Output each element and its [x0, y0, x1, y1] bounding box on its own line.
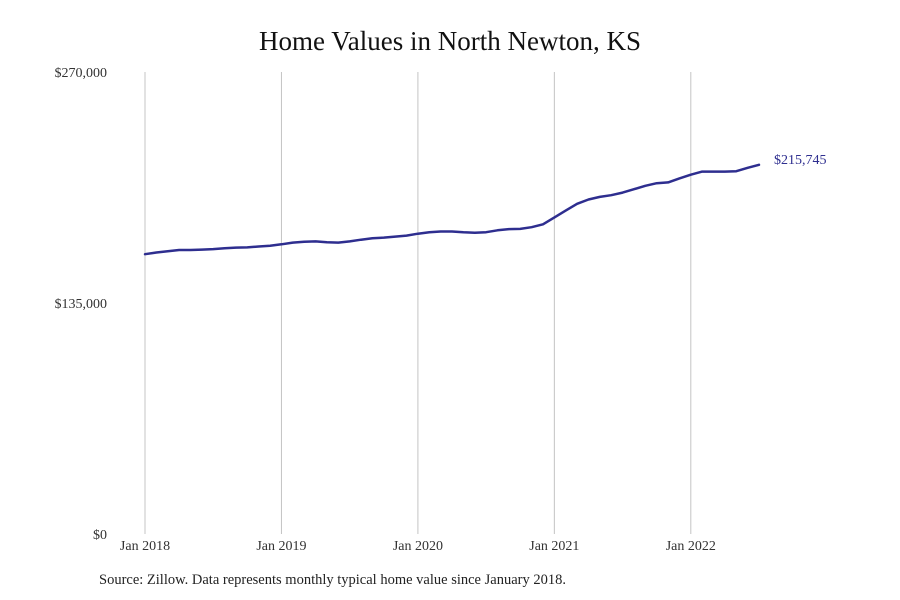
x-tick-label: Jan 2020	[393, 539, 443, 554]
x-tick-label: Jan 2018	[120, 539, 170, 554]
y-tick-label: $270,000	[55, 66, 108, 81]
x-tick-labels: Jan 2018 Jan 2019 Jan 2020 Jan 2021 Jan 2022	[120, 539, 716, 554]
chart-title: Home Values in North Newton, KS	[259, 26, 641, 56]
y-tick-labels: $0 $135,000 $270,000	[55, 66, 108, 543]
end-value-label: $215,745	[774, 153, 827, 168]
x-gridlines	[144, 72, 692, 534]
source-note: Source: Zillow. Data represents monthly …	[99, 572, 566, 588]
x-tick-label: Jan 2021	[529, 539, 579, 554]
x-tick-label: Jan 2022	[666, 539, 716, 554]
series-line	[143, 163, 761, 256]
y-tick-label: $0	[93, 528, 107, 543]
x-tick-label: Jan 2019	[256, 539, 306, 554]
y-tick-label: $135,000	[55, 297, 108, 312]
